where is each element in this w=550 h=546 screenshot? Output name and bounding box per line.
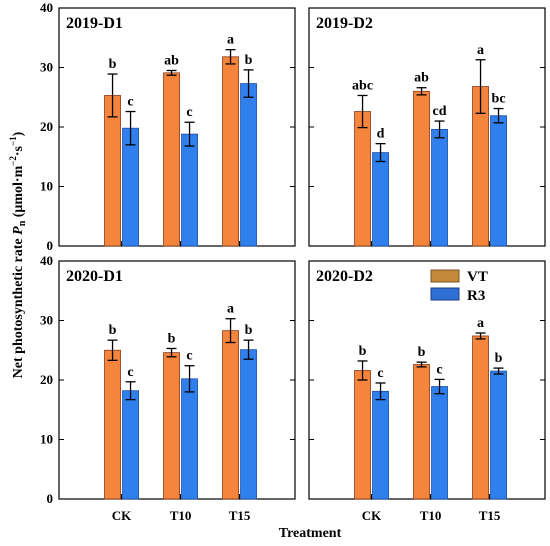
y-tick-label: 0	[47, 491, 54, 506]
x-axis-title: Treatment	[279, 526, 342, 541]
significance-letter: c	[436, 362, 442, 377]
bar-vt	[472, 335, 489, 500]
x-tick-label: T10	[420, 508, 442, 523]
significance-letter: c	[127, 95, 133, 110]
significance-letter: abc	[352, 78, 373, 93]
bar-r3	[372, 390, 389, 500]
significance-letter: c	[186, 105, 192, 120]
x-tick-label: CK	[112, 508, 132, 523]
x-tick-label: T15	[229, 508, 251, 523]
bar-vt	[354, 370, 371, 500]
legend-label-r3: R3	[467, 288, 485, 304]
bar-vt	[413, 364, 430, 500]
bar-r3	[181, 378, 198, 500]
bar-vt	[222, 56, 239, 247]
bar-r3	[490, 115, 507, 247]
panel-title: 2019-D2	[316, 15, 373, 32]
bar-r3	[240, 83, 257, 247]
bar-vt	[413, 90, 430, 247]
significance-letter: d	[377, 127, 385, 142]
legend-swatch-vt	[430, 269, 460, 283]
bar-r3	[490, 370, 507, 500]
y-axis-title-unit-close: )	[11, 131, 26, 136]
y-tick-label: 0	[47, 238, 54, 253]
significance-letter: b	[418, 345, 426, 360]
bar-r3	[181, 133, 198, 247]
bar-r3	[122, 390, 139, 500]
significance-letter: b	[245, 323, 253, 338]
y-axis-title-exp1: −2	[8, 156, 18, 166]
bar-r3	[372, 152, 389, 247]
y-axis-title: Net photosynthetic rate Pn (μmol·m−2·s−1…	[8, 131, 28, 378]
y-axis-title-prefix: Net photosynthetic rate	[11, 235, 26, 378]
significance-letter: a	[477, 43, 484, 58]
y-axis-title-symbol: P	[11, 226, 26, 235]
significance-letter: a	[227, 302, 234, 317]
y-axis-title-unit-open: (μmol·m	[11, 165, 26, 220]
y-tick-label: 40	[40, 0, 53, 15]
significance-letter: b	[245, 53, 253, 68]
significance-letter: ab	[164, 53, 179, 68]
significance-letter: a	[227, 33, 234, 48]
significance-letter: c	[186, 349, 192, 364]
legend-label-vt: VT	[467, 269, 488, 285]
significance-letter: c	[127, 365, 133, 380]
bar-vt	[163, 72, 180, 247]
significance-letter: ab	[414, 71, 429, 86]
panel-title: 2020-D1	[66, 268, 123, 285]
significance-letter: cd	[433, 104, 447, 119]
significance-letter: b	[359, 344, 367, 359]
significance-letter: bc	[492, 92, 506, 107]
bar-vt	[163, 352, 180, 500]
bar-vt	[222, 330, 239, 500]
significance-letter: b	[109, 323, 117, 338]
significance-letter: b	[109, 57, 117, 72]
y-tick-label: 10	[40, 432, 53, 447]
y-tick-label: 20	[40, 119, 53, 134]
bar-r3	[431, 128, 448, 247]
panels: 0102030402019-D1bcabcab2019-D2abcdabcdab…	[40, 0, 546, 523]
bar-vt	[104, 95, 121, 247]
y-axis-title-unit-mid: ·s	[11, 145, 26, 156]
y-tick-label: 20	[40, 372, 53, 387]
significance-letter: b	[495, 351, 503, 366]
x-tick-label: T10	[170, 508, 192, 523]
y-axis-title-sub: n	[17, 220, 28, 226]
bar-r3	[122, 127, 139, 247]
x-tick-label: T15	[479, 508, 501, 523]
significance-letter: c	[377, 366, 383, 381]
legend: VT R3	[430, 269, 488, 304]
bar-vt	[354, 111, 371, 247]
bar-r3	[240, 349, 257, 500]
y-tick-label: 30	[40, 60, 53, 75]
legend-swatch-r3	[430, 287, 460, 301]
bar-r3	[431, 386, 448, 500]
y-tick-label: 10	[40, 179, 53, 194]
y-axis-title-exp2: −1	[8, 136, 18, 146]
panel-title: 2019-D1	[66, 15, 123, 32]
significance-letter: a	[477, 316, 484, 331]
y-tick-label: 40	[40, 253, 53, 268]
panel-title: 2020-D2	[316, 268, 373, 285]
bar-vt	[104, 349, 121, 500]
y-tick-label: 30	[40, 313, 53, 328]
significance-letter: b	[168, 331, 176, 346]
x-tick-label: CK	[362, 508, 382, 523]
